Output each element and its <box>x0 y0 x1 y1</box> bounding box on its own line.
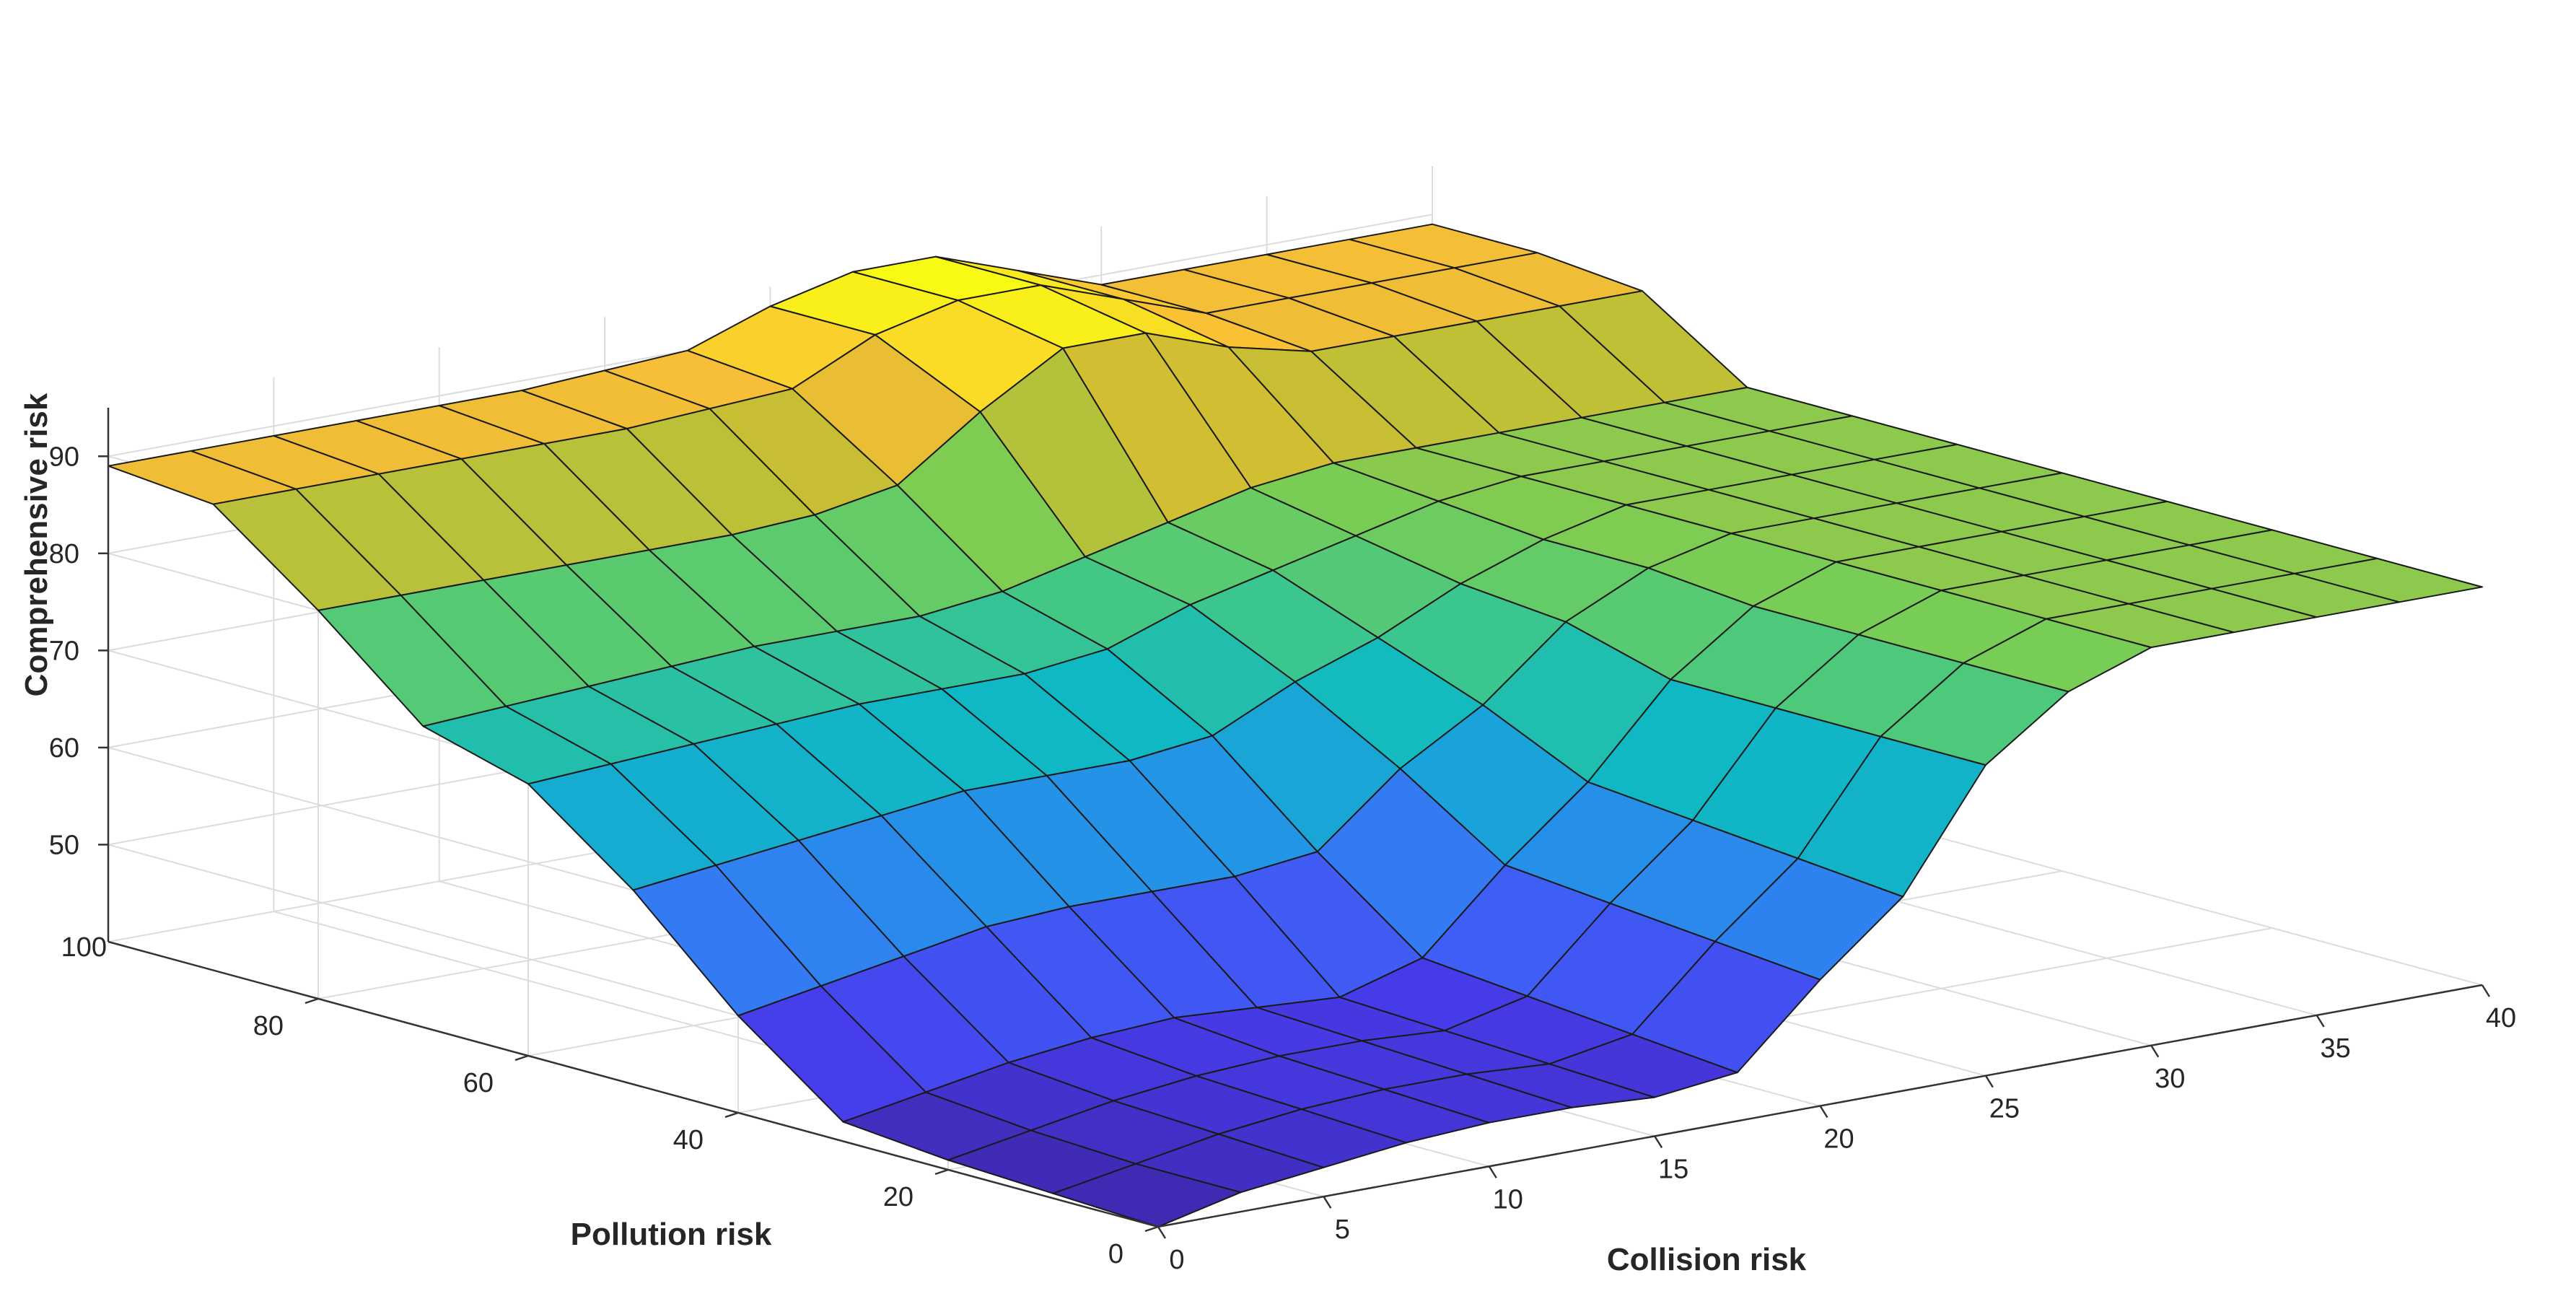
x-tick-mark <box>1984 1075 1994 1088</box>
z-tick-label: 60 <box>49 733 79 763</box>
y-axis-label: Pollution risk <box>571 1217 772 1252</box>
x-tick-label: 30 <box>2155 1064 2185 1094</box>
x-axis-label: Collision risk <box>1607 1242 1807 1277</box>
y-tick-label: 60 <box>463 1068 494 1098</box>
x-tick-label: 5 <box>1335 1215 1350 1245</box>
axis-layer: 0 5 10 15 20 25 30 35 40 0 20 40 60 80 50 60 70 80 90 <box>49 408 2516 1275</box>
surface-face <box>2293 557 2483 603</box>
x-tick-mark <box>2481 984 2491 997</box>
x-tick-mark <box>1323 1196 1332 1209</box>
y-tick-label: 40 <box>673 1125 704 1155</box>
x-tick-mark <box>2316 1015 2325 1028</box>
x-tick-mark <box>1488 1165 1497 1178</box>
y-tick-label-100: 100 <box>61 932 107 963</box>
y-tick-mark <box>934 1168 949 1176</box>
surface-layer <box>108 223 2483 1228</box>
x-tick-mark <box>1157 1226 1167 1239</box>
label-layer: Collision risk Pollution risk Comprehens… <box>19 393 1807 1277</box>
y-axis-line <box>108 940 1159 1228</box>
y-tick-label: 80 <box>253 1011 284 1041</box>
y-tick-mark <box>514 1054 529 1062</box>
x-tick-mark <box>2150 1045 2160 1058</box>
z-tick-label: 50 <box>49 830 79 860</box>
x-tick-label: 10 <box>1493 1184 1523 1215</box>
y-tick-mark <box>305 997 319 1005</box>
x-tick-label: 40 <box>2486 1003 2516 1033</box>
x-tick-label: 35 <box>2320 1033 2350 1064</box>
y-tick-label: 0 <box>1108 1239 1123 1269</box>
z-axis-label: Comprehensive risk <box>19 393 54 696</box>
x-tick-label: 25 <box>1989 1094 2020 1124</box>
z-tick-label: 90 <box>49 442 79 472</box>
y-tick-mark <box>1144 1225 1159 1233</box>
z-tick-label: 70 <box>49 636 79 666</box>
y-tick-label: 20 <box>883 1182 914 1212</box>
x-tick-label: 0 <box>1169 1245 1184 1275</box>
x-tick-label: 20 <box>1823 1124 1854 1155</box>
x-tick-label: 15 <box>1658 1154 1688 1184</box>
y-tick-mark <box>724 1111 739 1119</box>
z-tick-label: 80 <box>49 539 79 569</box>
x-tick-mark <box>1654 1135 1663 1149</box>
x-tick-mark <box>1819 1105 1828 1119</box>
